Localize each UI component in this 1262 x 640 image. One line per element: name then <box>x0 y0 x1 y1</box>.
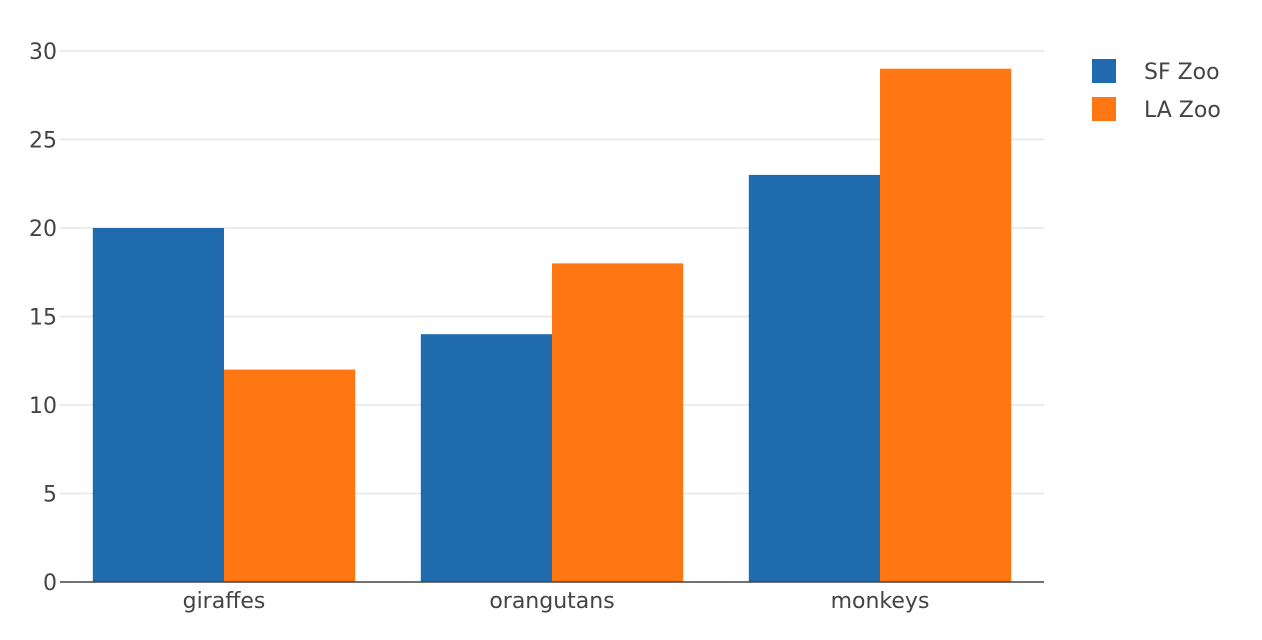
y-tick-label: 30 <box>29 40 57 65</box>
bars <box>92 68 1012 582</box>
y-tick-label: 25 <box>29 129 57 154</box>
y-tick-label: 15 <box>29 306 57 331</box>
legend: SF Zoo LA Zoo <box>1092 59 1221 123</box>
legend-swatch-sf-zoo[interactable] <box>1092 59 1116 83</box>
bar-sf-zoo-monkeys[interactable] <box>748 174 880 582</box>
axes: 0 5 10 15 20 25 30 giraffes orangutans monkeys <box>29 40 1044 614</box>
bar-la-zoo-monkeys[interactable] <box>880 68 1012 582</box>
x-tick-label: giraffes <box>183 589 266 614</box>
y-tick-label: 0 <box>43 571 57 596</box>
bar-la-zoo-orangutans[interactable] <box>552 263 684 582</box>
x-tick-label: orangutans <box>489 589 614 614</box>
y-tick-label: 20 <box>29 217 57 242</box>
legend-label: SF Zoo <box>1144 60 1220 85</box>
y-tick-label: 10 <box>29 394 57 419</box>
bar-sf-zoo-giraffes[interactable] <box>92 228 224 582</box>
x-tick-label: monkeys <box>831 589 930 614</box>
legend-label: LA Zoo <box>1144 98 1221 123</box>
bar-sf-zoo-orangutans[interactable] <box>420 334 552 582</box>
y-tick-label: 5 <box>43 483 57 508</box>
bar-la-zoo-giraffes[interactable] <box>224 369 356 582</box>
legend-swatch-la-zoo[interactable] <box>1092 97 1116 121</box>
